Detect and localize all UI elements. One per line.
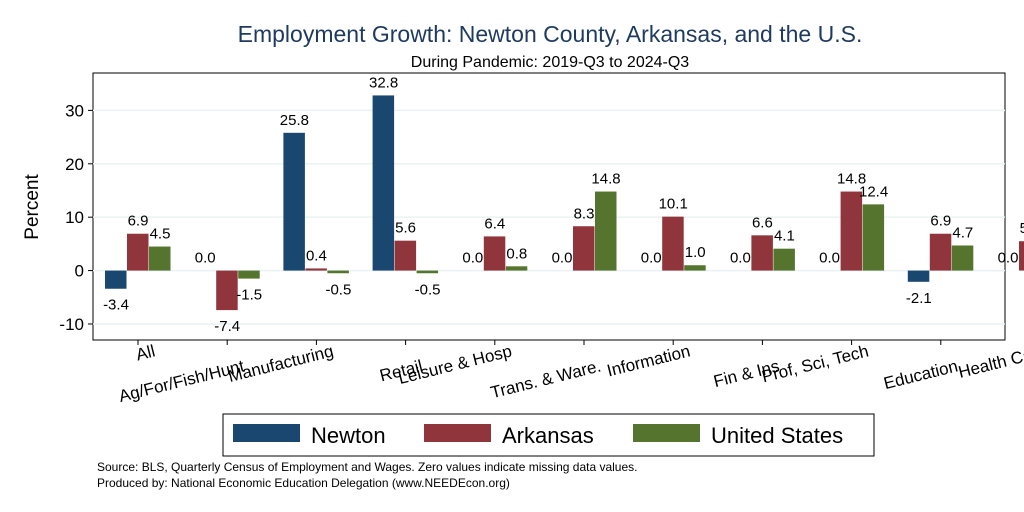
data-label: 0.8 xyxy=(506,245,527,262)
data-label: 0.0 xyxy=(641,250,662,267)
legend-label: Newton xyxy=(311,423,386,448)
bar xyxy=(505,266,528,271)
y-tick-label: 0 xyxy=(75,262,84,281)
data-label: -0.5 xyxy=(415,281,441,298)
data-label: 0.0 xyxy=(730,250,751,267)
bar xyxy=(327,270,349,274)
data-label: 1.0 xyxy=(685,244,706,261)
x-tick-label: All xyxy=(134,341,157,364)
y-tick-label: 10 xyxy=(65,208,84,227)
produced-by-note: Produced by: National Economic Education… xyxy=(97,476,510,490)
bars xyxy=(105,95,1024,311)
bar xyxy=(216,270,238,311)
data-label: -3.4 xyxy=(103,297,129,314)
bar xyxy=(840,191,863,271)
y-axis: -10 0 10 20 30 xyxy=(59,101,93,334)
data-label: 4.7 xyxy=(952,224,973,241)
data-label: 0.0 xyxy=(819,250,840,267)
bar xyxy=(372,95,395,271)
data-label: 0.0 xyxy=(195,250,216,267)
bar xyxy=(751,235,773,271)
source-note: Source: BLS, Quarterly Census of Employm… xyxy=(97,460,637,474)
y-tick-label: 30 xyxy=(65,101,84,120)
bar xyxy=(283,132,305,271)
y-axis-label: Percent xyxy=(22,174,43,240)
data-label: 14.8 xyxy=(591,171,620,188)
bar xyxy=(929,233,952,271)
data-labels: -3.4 0.0 25.8 32.8 0.0 0.0 0.0 0.0 0.0 -2.1 0.0 6.9… xyxy=(103,74,1024,335)
data-label: 6.9 xyxy=(128,213,149,230)
data-label: 4.1 xyxy=(774,228,795,245)
data-label: 0.4 xyxy=(306,247,327,264)
bar xyxy=(684,265,706,271)
legend-box xyxy=(222,413,875,457)
legend-label: Arkansas xyxy=(502,423,594,448)
bar xyxy=(149,246,171,271)
data-label: 6.6 xyxy=(752,214,773,231)
data-label: 6.9 xyxy=(930,213,951,230)
chart-subtitle: During Pandemic: 2019-Q3 to 2024-Q3 xyxy=(411,54,689,71)
bar xyxy=(238,270,260,279)
chart-title: Employment Growth: Newton County, Arkans… xyxy=(238,21,863,47)
data-label: 0.0 xyxy=(998,250,1019,267)
y-tick-label: -10 xyxy=(59,315,84,334)
data-label: -7.4 xyxy=(214,318,240,335)
bar xyxy=(862,204,885,271)
data-label: 8.3 xyxy=(574,205,595,222)
bar xyxy=(416,270,439,274)
bar xyxy=(305,268,327,271)
y-tick-label: 20 xyxy=(65,155,84,174)
data-label: 10.1 xyxy=(659,196,688,213)
data-label: 4.5 xyxy=(150,226,171,243)
bar xyxy=(105,270,127,289)
data-label: 6.4 xyxy=(484,215,505,232)
data-label: 14.8 xyxy=(837,171,866,188)
bar xyxy=(483,236,506,271)
data-label: -2.1 xyxy=(906,290,932,307)
data-label: 5.6 xyxy=(395,220,416,237)
data-label: 32.8 xyxy=(369,74,398,91)
data-label: -0.5 xyxy=(325,281,351,298)
bar xyxy=(662,216,684,271)
bar xyxy=(1019,241,1024,271)
bar xyxy=(573,226,595,271)
data-label: 5.5 xyxy=(1020,220,1024,237)
bar xyxy=(394,240,417,271)
legend-swatch xyxy=(233,424,300,442)
data-label: 0.0 xyxy=(462,250,483,267)
bar xyxy=(907,270,930,282)
legend-swatch xyxy=(633,424,700,442)
data-label: 25.8 xyxy=(280,112,309,129)
bar xyxy=(595,191,617,271)
legend: Newton Arkansas United States xyxy=(222,413,875,457)
data-label: 0.0 xyxy=(552,250,573,267)
legend-swatch xyxy=(424,424,491,442)
legend-label: United States xyxy=(711,423,843,448)
data-label: 12.4 xyxy=(859,183,888,200)
data-label: -1.5 xyxy=(236,287,262,304)
bar xyxy=(127,233,149,271)
bar xyxy=(773,248,795,271)
bar xyxy=(951,245,974,271)
